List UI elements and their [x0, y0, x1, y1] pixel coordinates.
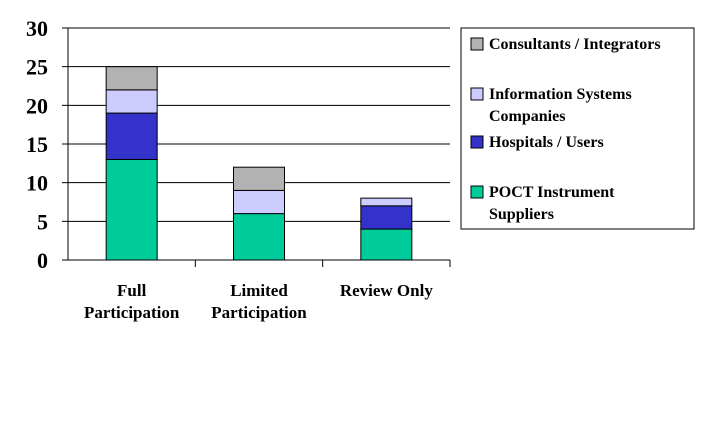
bar-segment [233, 166, 285, 191]
legend-label-line: Information Systems [489, 86, 632, 103]
legend-swatch [470, 87, 484, 101]
axes [62, 27, 451, 267]
y-tick-label: 20 [26, 93, 48, 118]
category-label-line: Full [117, 281, 147, 300]
category-label: Review Only [340, 281, 434, 300]
y-tick-label: 10 [26, 171, 48, 196]
bar-segment [360, 228, 413, 261]
bar-segment [105, 158, 158, 261]
y-tick-label: 5 [37, 209, 48, 234]
legend-label-line: Suppliers [489, 206, 554, 223]
legend-label: Information Systems Companies [489, 86, 632, 125]
bar-segment [233, 189, 285, 215]
category-label-line: Limited [230, 281, 288, 300]
legend-label-line: Companies [489, 108, 565, 125]
y-tick-label: 25 [26, 55, 48, 80]
bars [105, 66, 413, 261]
category-label: Limited Participation [211, 281, 307, 322]
legend-swatch [470, 135, 484, 149]
legend-label-line: Consultants / Integrators [489, 36, 661, 53]
bar-segment [233, 213, 285, 261]
bar-segment [105, 66, 158, 91]
bar-segment [360, 205, 413, 230]
category-label-line: Review Only [340, 281, 434, 300]
legend-swatch [470, 37, 484, 51]
bar-segment [105, 112, 158, 160]
bar-segment [105, 89, 158, 114]
y-tick-label: 30 [26, 16, 48, 41]
legend: Consultants / Integrators Information Sys… [460, 27, 695, 230]
y-tick-label: 15 [26, 132, 48, 157]
legend-label: Consultants / Integrators [489, 36, 661, 53]
category-labels: Full Participation Limited Participation Rev… [84, 281, 433, 322]
category-label-line: Participation [84, 303, 180, 322]
legend-swatch [470, 185, 484, 199]
legend-label-line: POCT Instrument [489, 184, 615, 201]
category-label-line: Participation [211, 303, 307, 322]
legend-label: Hospitals / Users [489, 134, 604, 151]
y-tick-labels: 0 5 10 15 20 25 30 [26, 16, 48, 273]
legend-box [460, 27, 695, 230]
bar-segment [360, 197, 413, 207]
legend-label: POCT Instrument Suppliers [489, 184, 615, 223]
y-tick-label: 0 [37, 248, 48, 273]
legend-label-line: Hospitals / Users [489, 134, 604, 151]
category-label: Full Participation [84, 281, 180, 322]
